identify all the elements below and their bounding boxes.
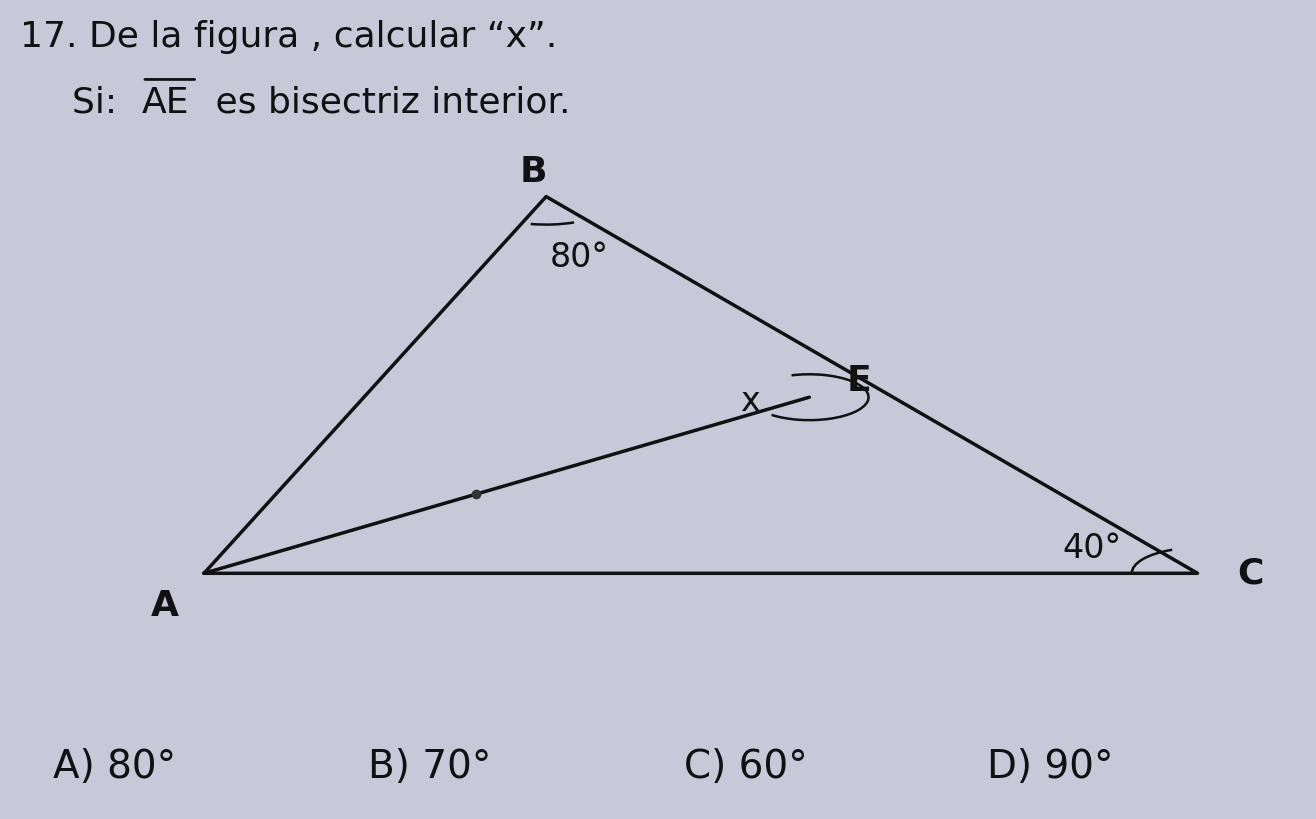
Text: x: x <box>740 385 761 418</box>
Text: es bisectriz interior.: es bisectriz interior. <box>204 86 570 120</box>
Text: 17. De la figura , calcular “x”.: 17. De la figura , calcular “x”. <box>20 20 557 55</box>
Text: A) 80°: A) 80° <box>53 749 176 786</box>
Text: B: B <box>520 155 546 189</box>
Text: 80°: 80° <box>550 242 608 274</box>
Text: A: A <box>150 589 179 623</box>
Text: C: C <box>1237 556 1263 590</box>
Text: 40°: 40° <box>1063 532 1121 565</box>
Text: E: E <box>848 364 871 398</box>
Text: AE: AE <box>142 86 190 120</box>
Text: Si:: Si: <box>72 86 129 120</box>
Text: B) 70°: B) 70° <box>368 749 492 786</box>
Text: C) 60°: C) 60° <box>684 749 808 786</box>
Text: D) 90°: D) 90° <box>987 749 1113 786</box>
